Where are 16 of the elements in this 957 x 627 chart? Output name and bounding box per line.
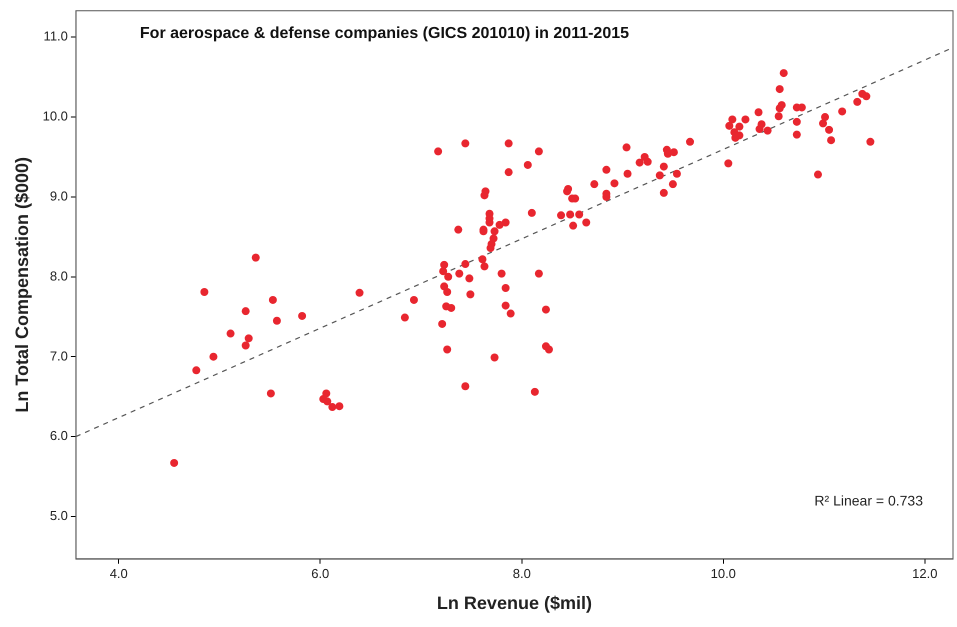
x-axis-title: Ln Revenue ($mil) [436, 593, 592, 614]
y-tick-label: 9.0 [50, 188, 68, 204]
y-tick-label: 5.0 [50, 508, 68, 524]
text: For aerospace & defense companies (GICS 201010) in 2011-2015 [140, 25, 630, 42]
x-tick-label: 6.0 [311, 566, 330, 582]
y-tick-label: 11.0 [44, 28, 68, 44]
y-tick-label: 8.0 [50, 268, 68, 284]
x-tick-label: 12.0 [912, 566, 938, 582]
x-tick-label: 4.0 [110, 566, 128, 582]
y-tick-label: 7.0 [50, 348, 68, 364]
x-tick-label: 10.0 [710, 566, 736, 582]
x-tick-label: 8.0 [512, 566, 531, 582]
y-tick-label: 10.0 [42, 108, 68, 124]
y-tick-label: 6.0 [50, 428, 68, 444]
y-axis-title: Ln Total Compensation ($000) [12, 156, 32, 413]
annotation: R² Linear = 0.733 [814, 492, 924, 509]
